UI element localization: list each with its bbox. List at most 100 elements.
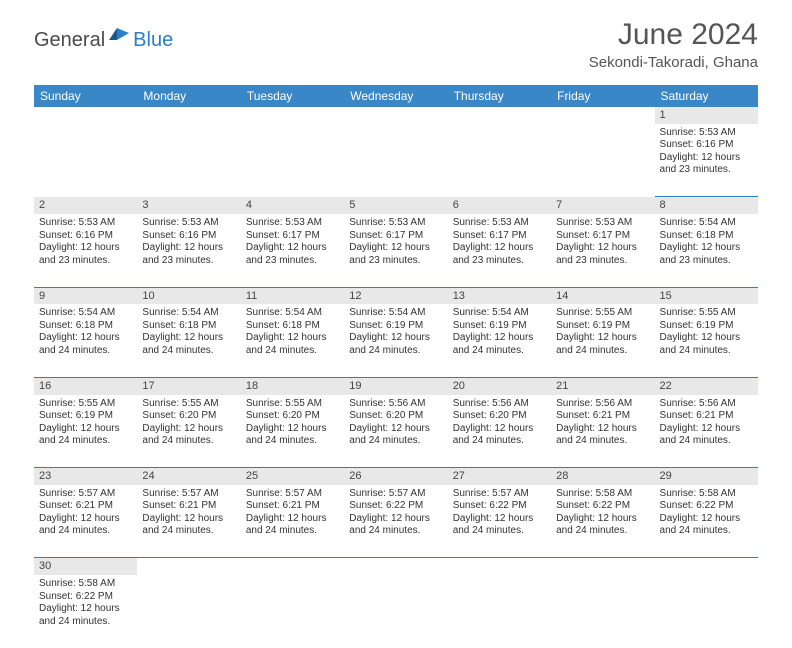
day-number-cell xyxy=(34,107,137,124)
sunrise-line: Sunrise: 5:57 AM xyxy=(39,488,132,501)
flag-icon xyxy=(109,26,131,47)
sunset-line: Sunset: 6:20 PM xyxy=(453,410,546,423)
detail-row: Sunrise: 5:55 AMSunset: 6:19 PM Daylight:… xyxy=(34,395,758,468)
day-number: 1 xyxy=(660,109,666,121)
day-detail-cell: Sunrise: 5:58 AMSunset: 6:22 PMDaylight:… xyxy=(551,485,654,558)
daylight-line2: and 23 minutes. xyxy=(39,255,132,268)
day-number-cell xyxy=(344,558,447,575)
day-number-cell: 7 xyxy=(551,197,654,214)
day-detail-cell: Sunrise: 5:53 AMSunset: 6:16 PMDaylight:… xyxy=(34,214,137,287)
day-number: 21 xyxy=(556,380,568,392)
sunset-line: Sunset: 6:21 PM xyxy=(39,500,132,513)
day-detail-cell: Sunrise: 5:55 AMSunset: 6:19 PMDaylight:… xyxy=(551,304,654,377)
daylight-line2: and 24 minutes. xyxy=(453,345,546,358)
day-detail-cell xyxy=(241,124,344,197)
day-number-cell: 1 xyxy=(655,107,758,124)
sunrise-line: Sunrise: 5:54 AM xyxy=(349,307,442,320)
sunset-line: Sunset: 6:22 PM xyxy=(556,500,649,513)
day-number-cell: 11 xyxy=(241,287,344,304)
day-number-cell xyxy=(655,558,758,575)
day-detail-cell: Sunrise: 5:55 AMSunset: 6:20 PMDaylight:… xyxy=(137,395,240,468)
daylight-line2: and 24 minutes. xyxy=(246,525,339,538)
sunset-line: Sunset: 6:17 PM xyxy=(349,230,442,243)
day-number: 11 xyxy=(246,290,257,302)
day-number-cell xyxy=(344,107,447,124)
day-detail-cell: Sunrise: 5:55 AMSunset: 6:19 PMDaylight:… xyxy=(655,304,758,377)
day-detail-cell: Sunrise: 5:57 AMSunset: 6:21 PMDaylight:… xyxy=(137,485,240,558)
daylight-line2: and 24 minutes. xyxy=(349,525,442,538)
weekday-header: Thursday xyxy=(448,85,551,107)
day-detail-cell: Sunrise: 5:57 AMSunset: 6:21 PMDaylight:… xyxy=(241,485,344,558)
day-detail-cell xyxy=(34,124,137,197)
day-number: 4 xyxy=(246,199,252,211)
day-number-cell: 12 xyxy=(344,287,447,304)
day-number-cell: 22 xyxy=(655,377,758,394)
sunset-line: Sunset: 6:19 PM xyxy=(39,410,132,423)
day-detail-cell: Sunrise: 5:54 AMSunset: 6:18 PMDaylight:… xyxy=(34,304,137,377)
sunset-line: Sunset: 6:20 PM xyxy=(246,410,339,423)
daylight-line1: Daylight: 12 hours xyxy=(660,152,753,165)
daylight-line2: and 24 minutes. xyxy=(556,345,649,358)
day-detail-cell: Sunrise: 5:56 AMSunset: 6:21 PMDaylight:… xyxy=(551,395,654,468)
day-number: 17 xyxy=(142,380,154,392)
daylight-line2: and 24 minutes. xyxy=(39,435,132,448)
day-number-cell xyxy=(448,107,551,124)
sunrise-line: Sunrise: 5:55 AM xyxy=(39,398,132,411)
daylight-line2: and 24 minutes. xyxy=(349,435,442,448)
daylight-line2: and 24 minutes. xyxy=(556,435,649,448)
sunset-line: Sunset: 6:22 PM xyxy=(39,591,132,604)
sunrise-line: Sunrise: 5:53 AM xyxy=(246,217,339,230)
daylight-line1: Daylight: 12 hours xyxy=(142,242,235,255)
daylight-line2: and 23 minutes. xyxy=(142,255,235,268)
sunrise-line: Sunrise: 5:58 AM xyxy=(660,488,753,501)
day-number-cell xyxy=(551,558,654,575)
day-number: 29 xyxy=(660,470,672,482)
daylight-line1: Daylight: 12 hours xyxy=(246,513,339,526)
sunset-line: Sunset: 6:17 PM xyxy=(246,230,339,243)
day-number: 26 xyxy=(349,470,361,482)
header: General Blue June 2024 Sekondi-Takoradi,… xyxy=(0,0,792,79)
daynum-row: 30 xyxy=(34,558,758,575)
day-number: 25 xyxy=(246,470,258,482)
day-number: 27 xyxy=(453,470,465,482)
logo: General Blue xyxy=(34,26,173,55)
sunset-line: Sunset: 6:21 PM xyxy=(246,500,339,513)
day-detail-cell: Sunrise: 5:58 AMSunset: 6:22 PMDaylight:… xyxy=(655,485,758,558)
day-detail-cell: Sunrise: 5:56 AMSunset: 6:21 PMDaylight:… xyxy=(655,395,758,468)
detail-row: Sunrise: 5:54 AMSunset: 6:18 PMDaylight:… xyxy=(34,304,758,377)
day-detail-cell: Sunrise: 5:57 AMSunset: 6:22 PMDaylight:… xyxy=(448,485,551,558)
daylight-line1: Daylight: 12 hours xyxy=(246,423,339,436)
daylight-line1: Daylight: 12 hours xyxy=(349,332,442,345)
daylight-line1: Daylight: 12 hours xyxy=(660,423,753,436)
day-number: 14 xyxy=(556,290,568,302)
daylight-line1: Daylight: 12 hours xyxy=(556,423,649,436)
day-number-cell: 26 xyxy=(344,468,447,485)
day-detail-cell: Sunrise: 5:54 AMSunset: 6:19 PMDaylight:… xyxy=(344,304,447,377)
daylight-line1: Daylight: 12 hours xyxy=(660,242,753,255)
detail-row: Sunrise: 5:57 AMSunset: 6:21 PMDaylight:… xyxy=(34,485,758,558)
detail-row: Sunrise: 5:53 AMSunset: 6:16 PMDaylight:… xyxy=(34,214,758,287)
sunrise-line: Sunrise: 5:54 AM xyxy=(142,307,235,320)
day-detail-cell: Sunrise: 5:54 AMSunset: 6:18 PMDaylight:… xyxy=(655,214,758,287)
sunrise-line: Sunrise: 5:54 AM xyxy=(39,307,132,320)
day-number-cell: 24 xyxy=(137,468,240,485)
daylight-line1: Daylight: 12 hours xyxy=(453,332,546,345)
day-number: 9 xyxy=(39,290,45,302)
daylight-line1: Daylight: 12 hours xyxy=(39,513,132,526)
day-detail-cell: Sunrise: 5:56 AMSunset: 6:20 PMDaylight:… xyxy=(448,395,551,468)
day-detail-cell xyxy=(448,124,551,197)
day-number-cell: 16 xyxy=(34,377,137,394)
day-number-cell: 28 xyxy=(551,468,654,485)
sunrise-line: Sunrise: 5:54 AM xyxy=(453,307,546,320)
sunrise-line: Sunrise: 5:56 AM xyxy=(556,398,649,411)
daylight-line1: Daylight: 12 hours xyxy=(556,513,649,526)
sunset-line: Sunset: 6:20 PM xyxy=(349,410,442,423)
sunset-line: Sunset: 6:18 PM xyxy=(39,320,132,333)
daylight-line2: and 23 minutes. xyxy=(246,255,339,268)
day-number-cell: 27 xyxy=(448,468,551,485)
sunrise-line: Sunrise: 5:55 AM xyxy=(556,307,649,320)
daylight-line1: Daylight: 12 hours xyxy=(453,242,546,255)
daylight-line1: Daylight: 12 hours xyxy=(349,423,442,436)
daylight-line2: and 23 minutes. xyxy=(453,255,546,268)
daynum-row: 1 xyxy=(34,107,758,124)
